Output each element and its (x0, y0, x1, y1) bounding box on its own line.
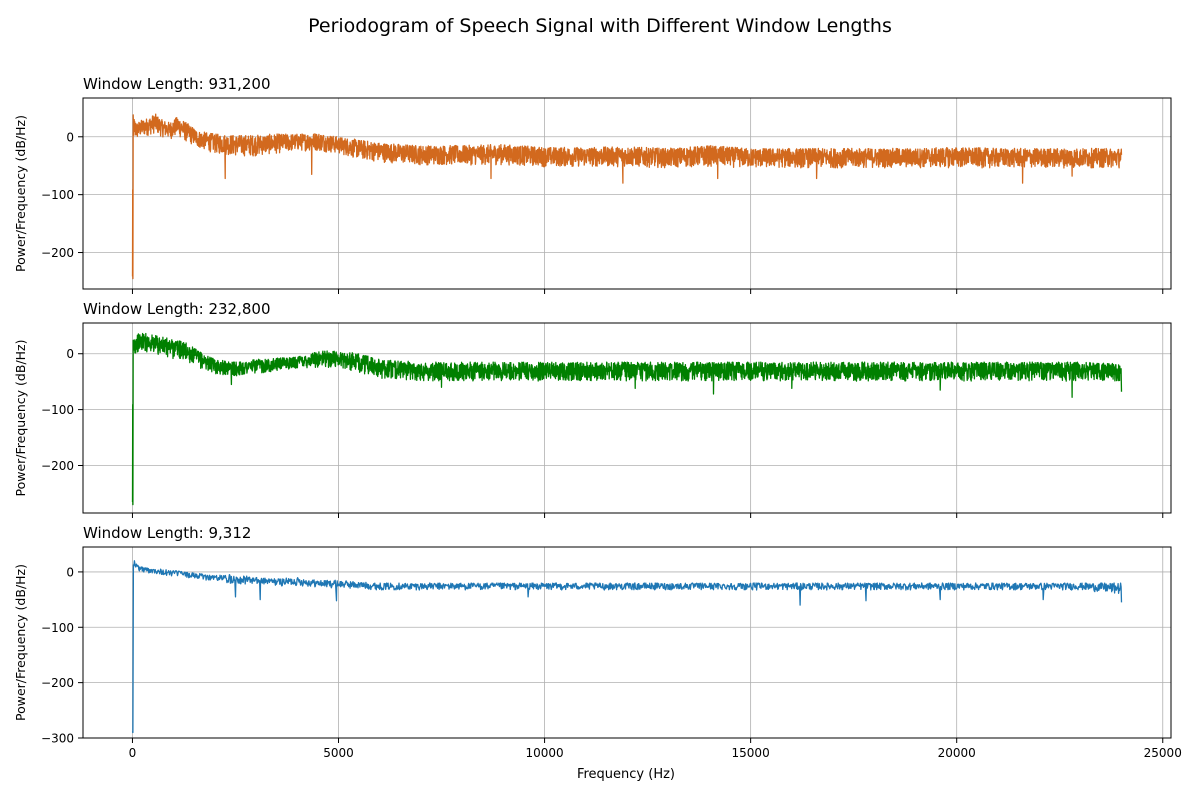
subplot-3-ytick-label-1: −100 (41, 621, 74, 635)
subplot-3-series-line (131, 560, 1123, 734)
subplot-1-ytick-label-0: 0 (66, 130, 74, 144)
subplot-1: 0 −100 −200 Window Length: 931,200 Power/Fre… (13, 75, 1172, 294)
subplot-3-ytick-label-3: −300 (41, 732, 74, 746)
subplot-3-xtick-label-3: 15000 (732, 746, 770, 760)
subplot-3-title: Window Length: 9,312 (83, 524, 251, 542)
subplot-3-xtick-label-5: 25000 (1144, 746, 1182, 760)
subplot-3-xtick-label-4: 20000 (938, 746, 976, 760)
subplot-3-xtick-label-0: 0 (129, 746, 137, 760)
subplot-1-series-line (131, 113, 1123, 280)
subplot-3-ytick-label-0: 0 (66, 565, 74, 579)
subplot-2-ytick-label-0: 0 (66, 347, 74, 361)
subplot-1-title: Window Length: 931,200 (83, 75, 271, 93)
subplot-2-title: Window Length: 232,800 (83, 300, 271, 318)
subplot-2-series-line (131, 332, 1123, 506)
subplot-2: 0 −100 −200 Window Length: 232,800 Power/Fre… (13, 300, 1172, 518)
subplot-2-ytick-label-2: −200 (41, 459, 74, 473)
subplot-2-ytick-label-1: −100 (41, 403, 74, 417)
subplot-3-xtick-label-2: 10000 (525, 746, 563, 760)
figure-suptitle: Periodogram of Speech Signal with Differ… (308, 15, 892, 37)
subplot-panels: 0 −100 −200 Window Length: 931,200 Power/Fre… (13, 75, 1182, 760)
subplot-3: 0 5000 10000 15000 20000 25000 0 −100 −200 −300 Wi… (13, 524, 1182, 760)
subplot-1-ylabel: Power/Frequency (dB/Hz) (13, 115, 28, 272)
subplot-1-ytick-label-1: −100 (41, 188, 74, 202)
subplot-3-axes-frame (82, 546, 1172, 739)
subplot-3-ytick-label-2: −200 (41, 676, 74, 690)
subplot-1-axes-frame (82, 97, 1172, 290)
subplot-3-ylabel: Power/Frequency (dB/Hz) (13, 564, 28, 721)
subplot-3-xtick-label-1: 5000 (323, 746, 354, 760)
subplot-1-ytick-label-2: −200 (41, 246, 74, 260)
figure-xlabel: Frequency (Hz) (577, 767, 675, 782)
subplot-2-ylabel: Power/Frequency (dB/Hz) (13, 340, 28, 497)
subplot-2-axes-frame (82, 322, 1172, 514)
